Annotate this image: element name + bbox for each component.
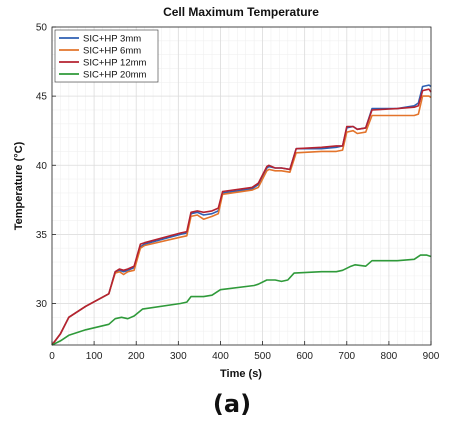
- plot-border: [51, 26, 432, 346]
- legend-label: SIC+HP 20mm: [83, 70, 147, 81]
- x-tick-label: 100: [86, 351, 103, 362]
- x-axis-ticks: 0 100 200 300 400 500 600 700 800 900: [49, 341, 440, 362]
- series-line-sic-hp-20mm: [51, 254, 432, 346]
- series-lines: [51, 84, 432, 346]
- x-tick-label: 300: [170, 351, 187, 362]
- y-axis-ticks: 30 35 40 45 50: [36, 23, 56, 310]
- y-axis-label: Temperature (°C): [13, 141, 25, 230]
- series-line-sic-hp-6mm: [51, 95, 432, 346]
- legend-label: SIC+HP 12mm: [83, 58, 147, 69]
- plot-area: [51, 26, 432, 346]
- y-tick-label: 40: [36, 161, 48, 172]
- chart-title: Cell Maximum Temperature: [163, 5, 319, 19]
- x-tick-label: 600: [296, 351, 313, 362]
- x-tick-label: 200: [128, 351, 145, 362]
- legend-label: SIC+HP 6mm: [83, 46, 141, 57]
- y-tick-label: 45: [36, 92, 48, 103]
- x-tick-label: 0: [49, 351, 55, 362]
- x-tick-label: 700: [338, 351, 355, 362]
- x-tick-label: 400: [212, 351, 229, 362]
- x-tick-label: 800: [381, 351, 398, 362]
- y-tick-label: 35: [36, 230, 48, 241]
- y-tick-label: 30: [36, 299, 48, 310]
- legend-label: SIC+HP 3mm: [83, 34, 141, 45]
- x-axis-label: Time (s): [220, 368, 262, 380]
- x-tick-label: 500: [254, 351, 271, 362]
- y-tick-label: 50: [36, 23, 48, 34]
- figure-caption: (a): [212, 390, 252, 418]
- series-line-sic-hp-12mm: [51, 88, 432, 346]
- x-tick-label: 900: [423, 351, 440, 362]
